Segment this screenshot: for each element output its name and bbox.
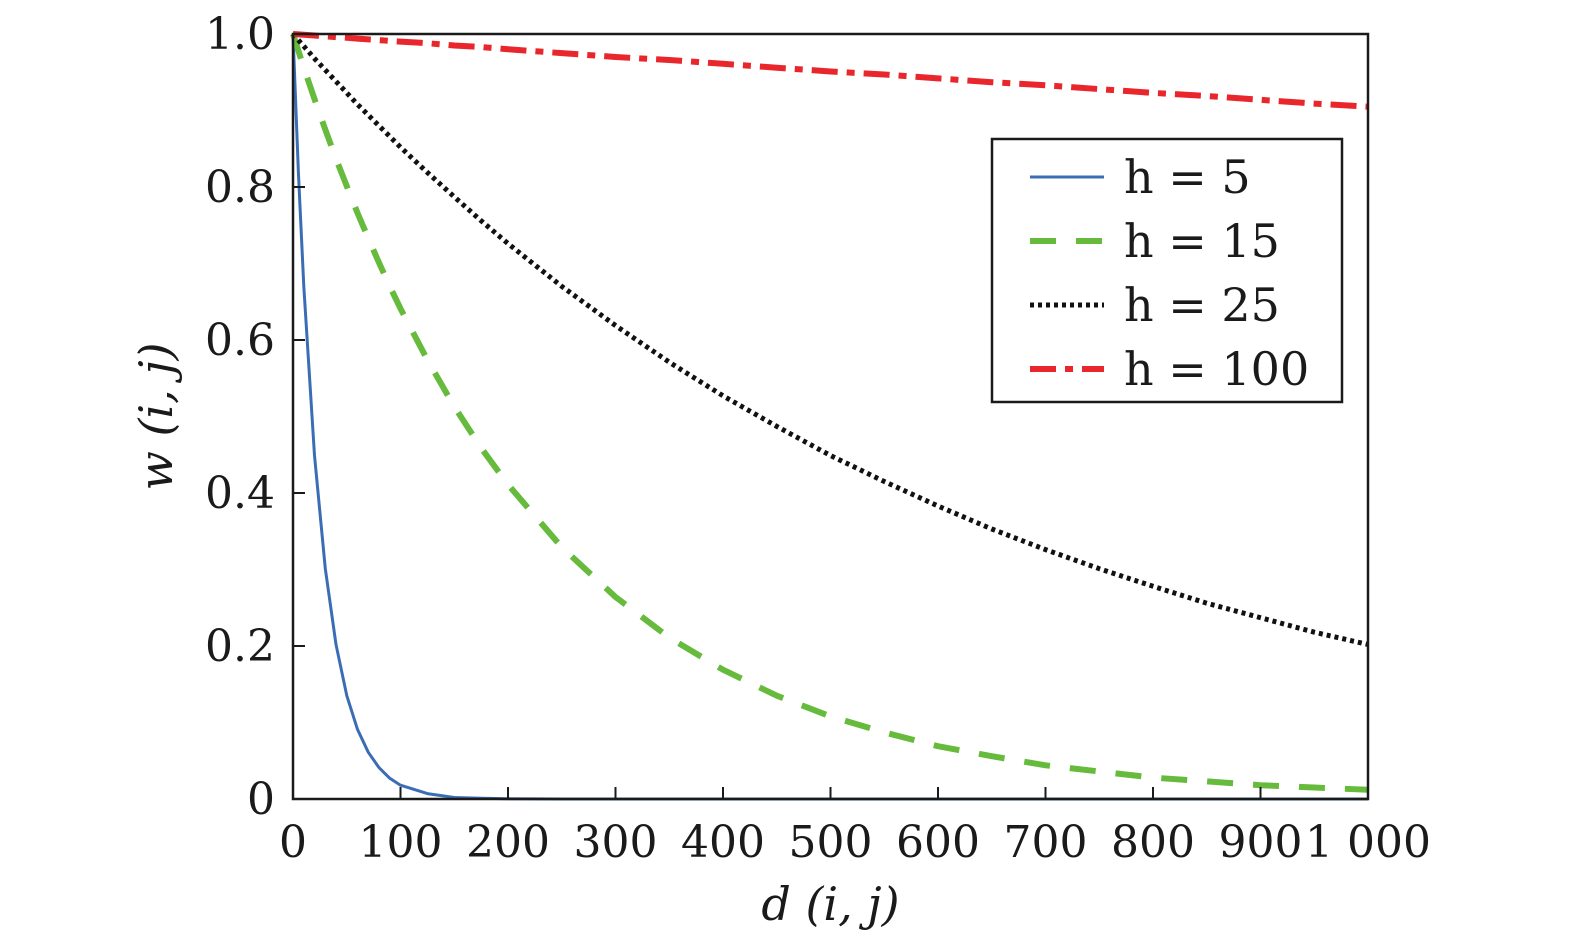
x-tick-label: 300 [574,817,658,868]
legend-label-3: h = 25 [1124,278,1280,332]
legend: h = 5 h = 15 h = 25 h = 100 [990,137,1344,404]
legend-label-2: h = 15 [1124,214,1280,268]
x-tick-label: 0 [279,817,307,868]
x-tick-label: 100 [359,817,443,868]
x-axis-title: d (i, j) [761,877,899,931]
y-tick-label: 0.8 [205,162,275,213]
series-line-3 [291,32,1369,647]
series-line-4 [292,31,1369,110]
series-line-2 [290,33,1369,793]
x-tick-label: 500 [789,817,873,868]
x-tick-label: 800 [1111,817,1195,868]
legend-label-1: h = 5 [1124,150,1251,204]
y-tick-label: 0.4 [205,468,275,519]
y-tick-label: 0.6 [205,315,275,366]
legend-box [990,137,1344,404]
y-axis-title: w (i, j) [129,342,183,490]
x-tick-label: 400 [681,817,765,868]
ticks-layer: 0 100 200 300 400 500 600 700 800 900 1 000 0 0.2 0.4… [205,9,1431,868]
legend-label-4: h = 100 [1124,342,1309,396]
y-tick-label: 0.2 [205,621,275,672]
x-tick-label: 900 [1219,817,1303,868]
y-tick-label: 1.0 [205,9,275,60]
x-tick-label: 600 [896,817,980,868]
x-tick-label: 700 [1004,817,1088,868]
x-tick-label: 200 [466,817,550,868]
x-tick-label: 1 000 [1305,817,1431,868]
y-tick-label: 0 [247,774,275,825]
legend-entries: h = 5 h = 15 h = 25 h = 100 [1030,150,1309,396]
